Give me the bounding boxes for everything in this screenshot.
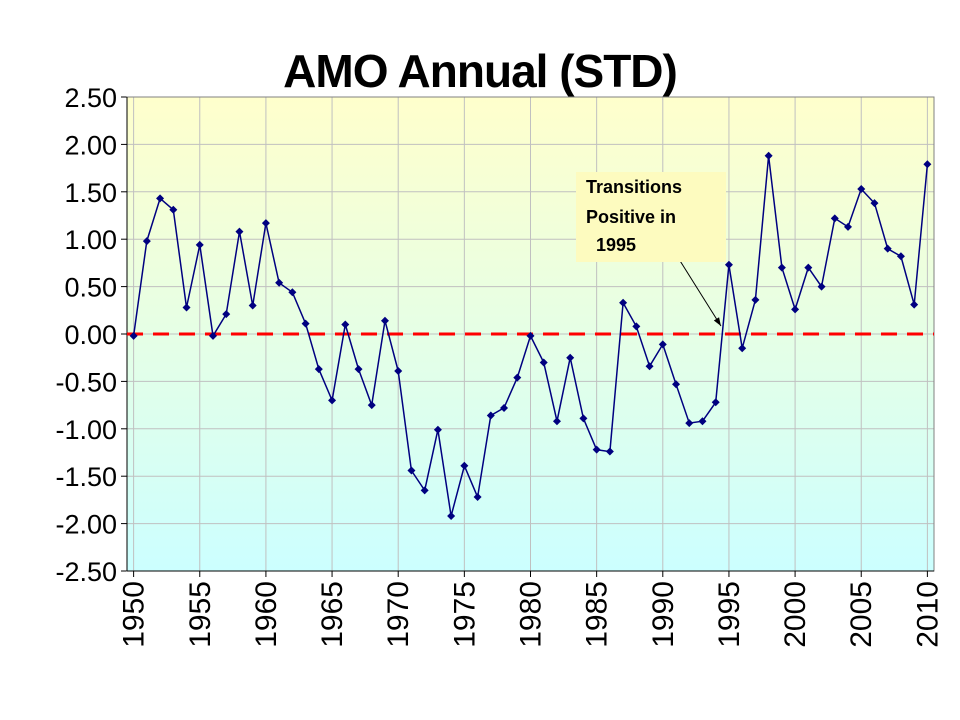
data-point-1995 [724,260,733,269]
data-point-1957 [222,310,231,319]
data-point-1967 [354,365,363,374]
data-point-1968 [367,401,376,410]
data-point-1998 [764,151,773,160]
data-point-1992 [685,419,694,428]
data-point-1990 [658,340,667,349]
data-point-2000 [791,305,800,314]
x-tick-label: 2005 [845,581,878,648]
data-point-1969 [380,316,389,325]
data-point-1988 [632,322,641,331]
x-tick-label: 1990 [647,581,680,648]
annotation-arrowhead [713,317,721,326]
data-point-1954 [182,303,191,312]
y-tick-label: -2.00 [55,510,117,540]
data-point-1996 [738,344,747,353]
x-tick-label: 1960 [250,581,283,648]
data-point-1963 [301,319,310,328]
data-point-1983 [566,353,575,362]
data-point-2007 [883,244,892,253]
data-point-1975 [460,461,469,470]
data-point-1972 [420,486,429,495]
annotation-line-1: Transitions [586,177,683,197]
data-point-2003 [830,214,839,223]
x-tick-label: 2010 [911,581,944,648]
data-point-2006 [870,199,879,208]
data-point-1982 [552,417,561,426]
y-tick-label: 1.00 [64,225,117,255]
data-point-1973 [433,425,442,434]
x-tick-label: 1965 [316,581,349,648]
data-point-1989 [645,362,654,371]
data-point-1956 [208,331,217,340]
data-point-1962 [288,288,297,297]
data-point-1959 [248,301,257,310]
data-point-1977 [486,411,495,420]
x-tick-label: 1995 [713,581,746,648]
y-tick-label: -1.00 [55,415,117,445]
data-point-1965 [328,396,337,405]
data-point-1970 [394,366,403,375]
annotation-line-3: 1995 [586,235,637,255]
annotation-box [576,172,726,262]
data-point-2001 [804,263,813,272]
data-point-1952 [156,194,165,203]
y-tick-label: -1.50 [55,462,117,492]
x-tick-label: 1975 [448,581,481,648]
data-point-1950 [129,331,138,340]
data-point-1991 [672,380,681,389]
x-tick-label: 1970 [382,581,415,648]
data-point-2010 [923,160,932,169]
data-point-2002 [817,282,826,291]
data-point-1976 [473,493,482,502]
data-point-1981 [539,358,548,367]
data-point-1993 [698,417,707,426]
data-point-1984 [579,414,588,423]
data-point-1978 [500,403,509,412]
data-point-2009 [910,300,919,309]
y-tick-label: -0.50 [55,367,117,397]
annotation-line-2: Positive in [586,207,677,227]
data-point-1980 [526,331,535,340]
data-point-1986 [605,447,614,456]
y-tick-label: 0.00 [64,320,117,350]
data-point-1985 [592,445,601,454]
data-point-1974 [447,512,456,521]
data-point-1955 [195,240,204,249]
data-point-1966 [341,320,350,329]
data-point-1994 [711,398,720,407]
y-tick-label: 0.50 [64,273,117,303]
data-point-1958 [235,227,244,236]
data-point-1964 [314,365,323,374]
data-point-1971 [407,466,416,475]
data-point-1997 [751,295,760,304]
data-point-1951 [142,237,151,246]
y-tick-label: -2.50 [55,557,117,587]
x-tick-label: 2000 [779,581,812,648]
data-point-2004 [844,222,853,231]
chart-title: AMO Annual (STD) [283,45,678,97]
y-tick-label: 2.00 [64,130,117,160]
x-tick-label: 1950 [118,581,151,648]
data-point-1953 [169,205,178,214]
data-point-1987 [619,298,628,307]
data-point-2008 [896,252,905,261]
x-tick-label: 1985 [581,581,614,648]
data-point-1979 [513,373,522,382]
x-tick-label: 1955 [184,581,217,648]
y-tick-label: 2.50 [64,83,117,113]
data-point-1961 [275,278,284,287]
data-point-2005 [857,184,866,193]
data-point-1960 [261,219,270,228]
x-tick-label: 1980 [515,581,548,648]
data-point-1999 [777,263,786,272]
y-tick-label: 1.50 [64,178,117,208]
